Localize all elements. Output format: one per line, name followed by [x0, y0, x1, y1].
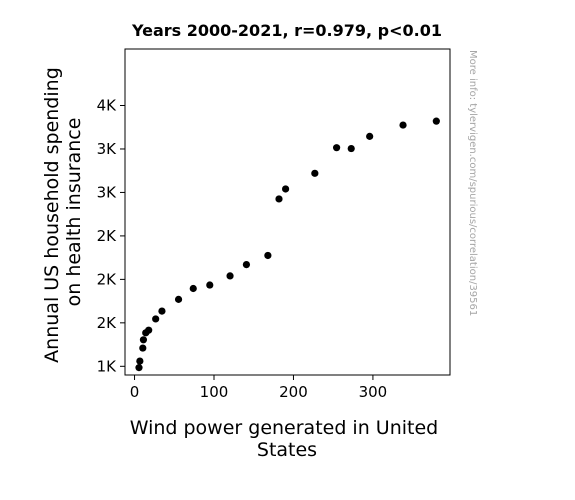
- data-point: [152, 315, 160, 323]
- data-point: [399, 121, 407, 129]
- data-point: [136, 357, 144, 365]
- data-point: [174, 295, 183, 303]
- data-points: [135, 117, 440, 372]
- chart-title: Years 2000-2021, r=0.979, p<0.01: [131, 21, 442, 40]
- x-tick-label: 100: [200, 383, 229, 401]
- data-point: [158, 307, 166, 315]
- y-tick-label: 1K: [97, 357, 118, 375]
- x-tick-label: 0: [130, 383, 140, 401]
- data-point: [311, 169, 319, 177]
- x-axis-label-line-2: States: [257, 439, 317, 461]
- data-point: [206, 281, 214, 289]
- data-point: [333, 144, 341, 152]
- y-tick-label: 3K: [97, 140, 118, 158]
- data-point: [366, 132, 374, 140]
- data-point: [226, 272, 234, 280]
- data-point: [139, 336, 148, 344]
- y-tick-label: 2K: [97, 227, 118, 245]
- y-tick-label: 3K: [97, 183, 118, 201]
- x-axis-label-line-1: Wind power generated in United: [130, 417, 439, 439]
- data-point: [281, 185, 290, 193]
- y-axis-ticks: 1K 2K 2K 2K 3K 3K 4K: [97, 97, 125, 375]
- data-point: [145, 326, 153, 334]
- data-point: [139, 344, 147, 352]
- y-tick-label: 4K: [97, 97, 118, 115]
- y-tick-label: 2K: [97, 270, 118, 288]
- x-tick-label: 200: [279, 383, 308, 401]
- data-point: [242, 260, 251, 269]
- data-point: [264, 251, 272, 260]
- plot-area: 0 100 200 300 1K 2K 2K 2K 3K 3K 4K: [97, 48, 451, 401]
- data-point: [432, 117, 440, 125]
- data-point: [189, 284, 197, 293]
- data-point: [135, 364, 143, 372]
- data-point: [275, 195, 283, 203]
- y-tick-label: 2K: [97, 314, 118, 332]
- x-axis-ticks: 0 100 200 300: [130, 375, 387, 401]
- x-tick-label: 300: [359, 383, 388, 401]
- x-axis-label: Wind power generated in United States: [130, 417, 445, 461]
- data-point: [347, 144, 355, 153]
- plot-frame: [124, 48, 451, 376]
- y-axis-label-line-2: on health insurance: [63, 118, 85, 307]
- y-axis-label-line-1: Annual US household spending: [41, 67, 63, 363]
- source-watermark: More info: tylervigen.com/spurious/corre…: [467, 50, 478, 316]
- y-axis-label: Annual US household spending on health i…: [41, 61, 85, 363]
